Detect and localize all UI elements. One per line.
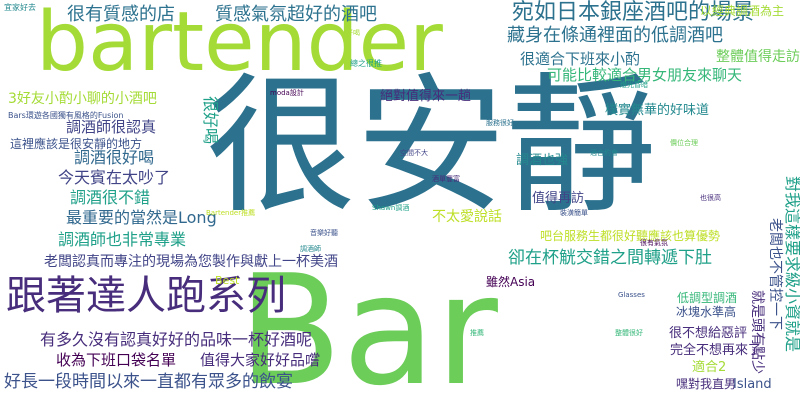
cloud-word: 宜家好去: [4, 3, 36, 12]
cloud-word: 老闆也不管控一下: [767, 218, 783, 330]
cloud-word: 裝潢簡單: [560, 209, 588, 217]
cloud-word: 燈光昏暗: [620, 81, 648, 89]
cloud-word: 老闆認真而專注的現場為您製作與獻上一杯美酒: [44, 254, 338, 270]
cloud-word: 樸實無華的好味道: [605, 103, 710, 118]
cloud-word: Bars環遊各國獨有風格的Fusion: [8, 111, 124, 120]
cloud-word: 很適合下班來小酌: [520, 50, 641, 68]
cloud-word: Bartender推薦: [206, 209, 256, 217]
cloud-word: 音樂好聽: [310, 229, 338, 237]
cloud-word: Glasses: [618, 291, 645, 299]
cloud-word: 適合2: [692, 360, 727, 375]
cloud-word: 空間不大: [400, 149, 428, 157]
cloud-word: 就是頭有點少: [749, 290, 765, 374]
cloud-word: 跟著達人跑系列: [6, 273, 286, 319]
cloud-word: 調酒師也非常專業: [58, 230, 187, 249]
cloud-word: 很有質感的店: [67, 4, 175, 25]
cloud-word: 3好友小酌小聊的小酒吧: [8, 91, 157, 107]
cloud-word: 適合約會: [590, 149, 618, 157]
cloud-word: 調酒也強: [516, 153, 569, 168]
cloud-word: mod​a設計: [270, 89, 304, 97]
cloud-word: Shawn調酒: [372, 204, 410, 212]
cloud-word: 調酒師: [300, 245, 321, 253]
cloud-word: 宛如日本銀座酒吧的場景: [512, 0, 755, 25]
cloud-word: 藏身在條通裡面的低調酒吧: [507, 25, 723, 46]
cloud-word: 調酒很好喝: [74, 148, 155, 167]
cloud-word: 好喝: [346, 29, 360, 37]
cloud-word: 低調型調酒: [677, 291, 738, 305]
cloud-word: Best: [215, 274, 240, 287]
cloud-word: 對我這樣要求級小資就是: [783, 176, 800, 353]
cloud-word: 調酒師很認真: [66, 118, 157, 136]
cloud-word: 嘿對我直男: [676, 377, 737, 391]
cloud-word: 價位合理: [670, 139, 698, 147]
cloud-word: 服務很好: [486, 119, 514, 127]
cloud-word: 很安靜: [206, 60, 657, 234]
cloud-word: 整體值得走訪: [716, 49, 800, 65]
cloud-word: 很有氣氛: [640, 239, 668, 247]
cloud-word: 最重要的當然是Long: [66, 208, 217, 227]
cloud-word: 收為下班口袋名單: [56, 351, 177, 369]
cloud-word: 總之很推: [350, 59, 382, 68]
cloud-word: 有多久沒有認真好好的品味一杯好酒呢: [40, 330, 313, 349]
cloud-word: 也很高: [700, 194, 721, 202]
cloud-word: 很不想給惡評: [669, 326, 748, 341]
cloud-word: 很好喝: [201, 96, 220, 145]
cloud-word: 質感氣氛超好的酒吧: [215, 4, 377, 25]
cloud-word: 值得再訪: [532, 191, 585, 206]
cloud-word: 這裡應該是很安靜的地方: [10, 137, 143, 151]
cloud-word: 調酒很不錯: [70, 188, 151, 207]
cloud-word: 推薦: [470, 329, 484, 337]
cloud-word: 好長一段時間以來一直都有眾多的飲宴: [4, 372, 293, 392]
cloud-word: 今天賓在太吵了: [58, 168, 171, 187]
cloud-word: 不太愛說話: [432, 209, 502, 225]
cloud-word: 冰塊水準高: [676, 305, 737, 319]
cloud-word: 酒單豐富: [432, 175, 460, 183]
cloud-word: Island: [733, 377, 772, 392]
cloud-word: bartender: [36, 0, 443, 90]
cloud-word: 卻在杯觥交錯之間轉遞下肚: [508, 248, 712, 268]
cloud-word: 整體很好: [615, 329, 643, 337]
cloud-word: 吧台服務生都很好聽應該也算優勢: [540, 229, 721, 243]
cloud-word: 雖然Asia: [486, 275, 536, 289]
cloud-word: 值得大家好好品嚐: [200, 351, 321, 369]
cloud-word: 可能比較適合男女朋友來聊天: [547, 66, 743, 84]
cloud-word: 完全不想再來了: [670, 343, 762, 358]
cloud-word: Bar: [238, 242, 498, 400]
cloud-word: 以經典調酒為主: [700, 4, 785, 18]
cloud-word: 絕對值得來一趟: [380, 89, 472, 104]
